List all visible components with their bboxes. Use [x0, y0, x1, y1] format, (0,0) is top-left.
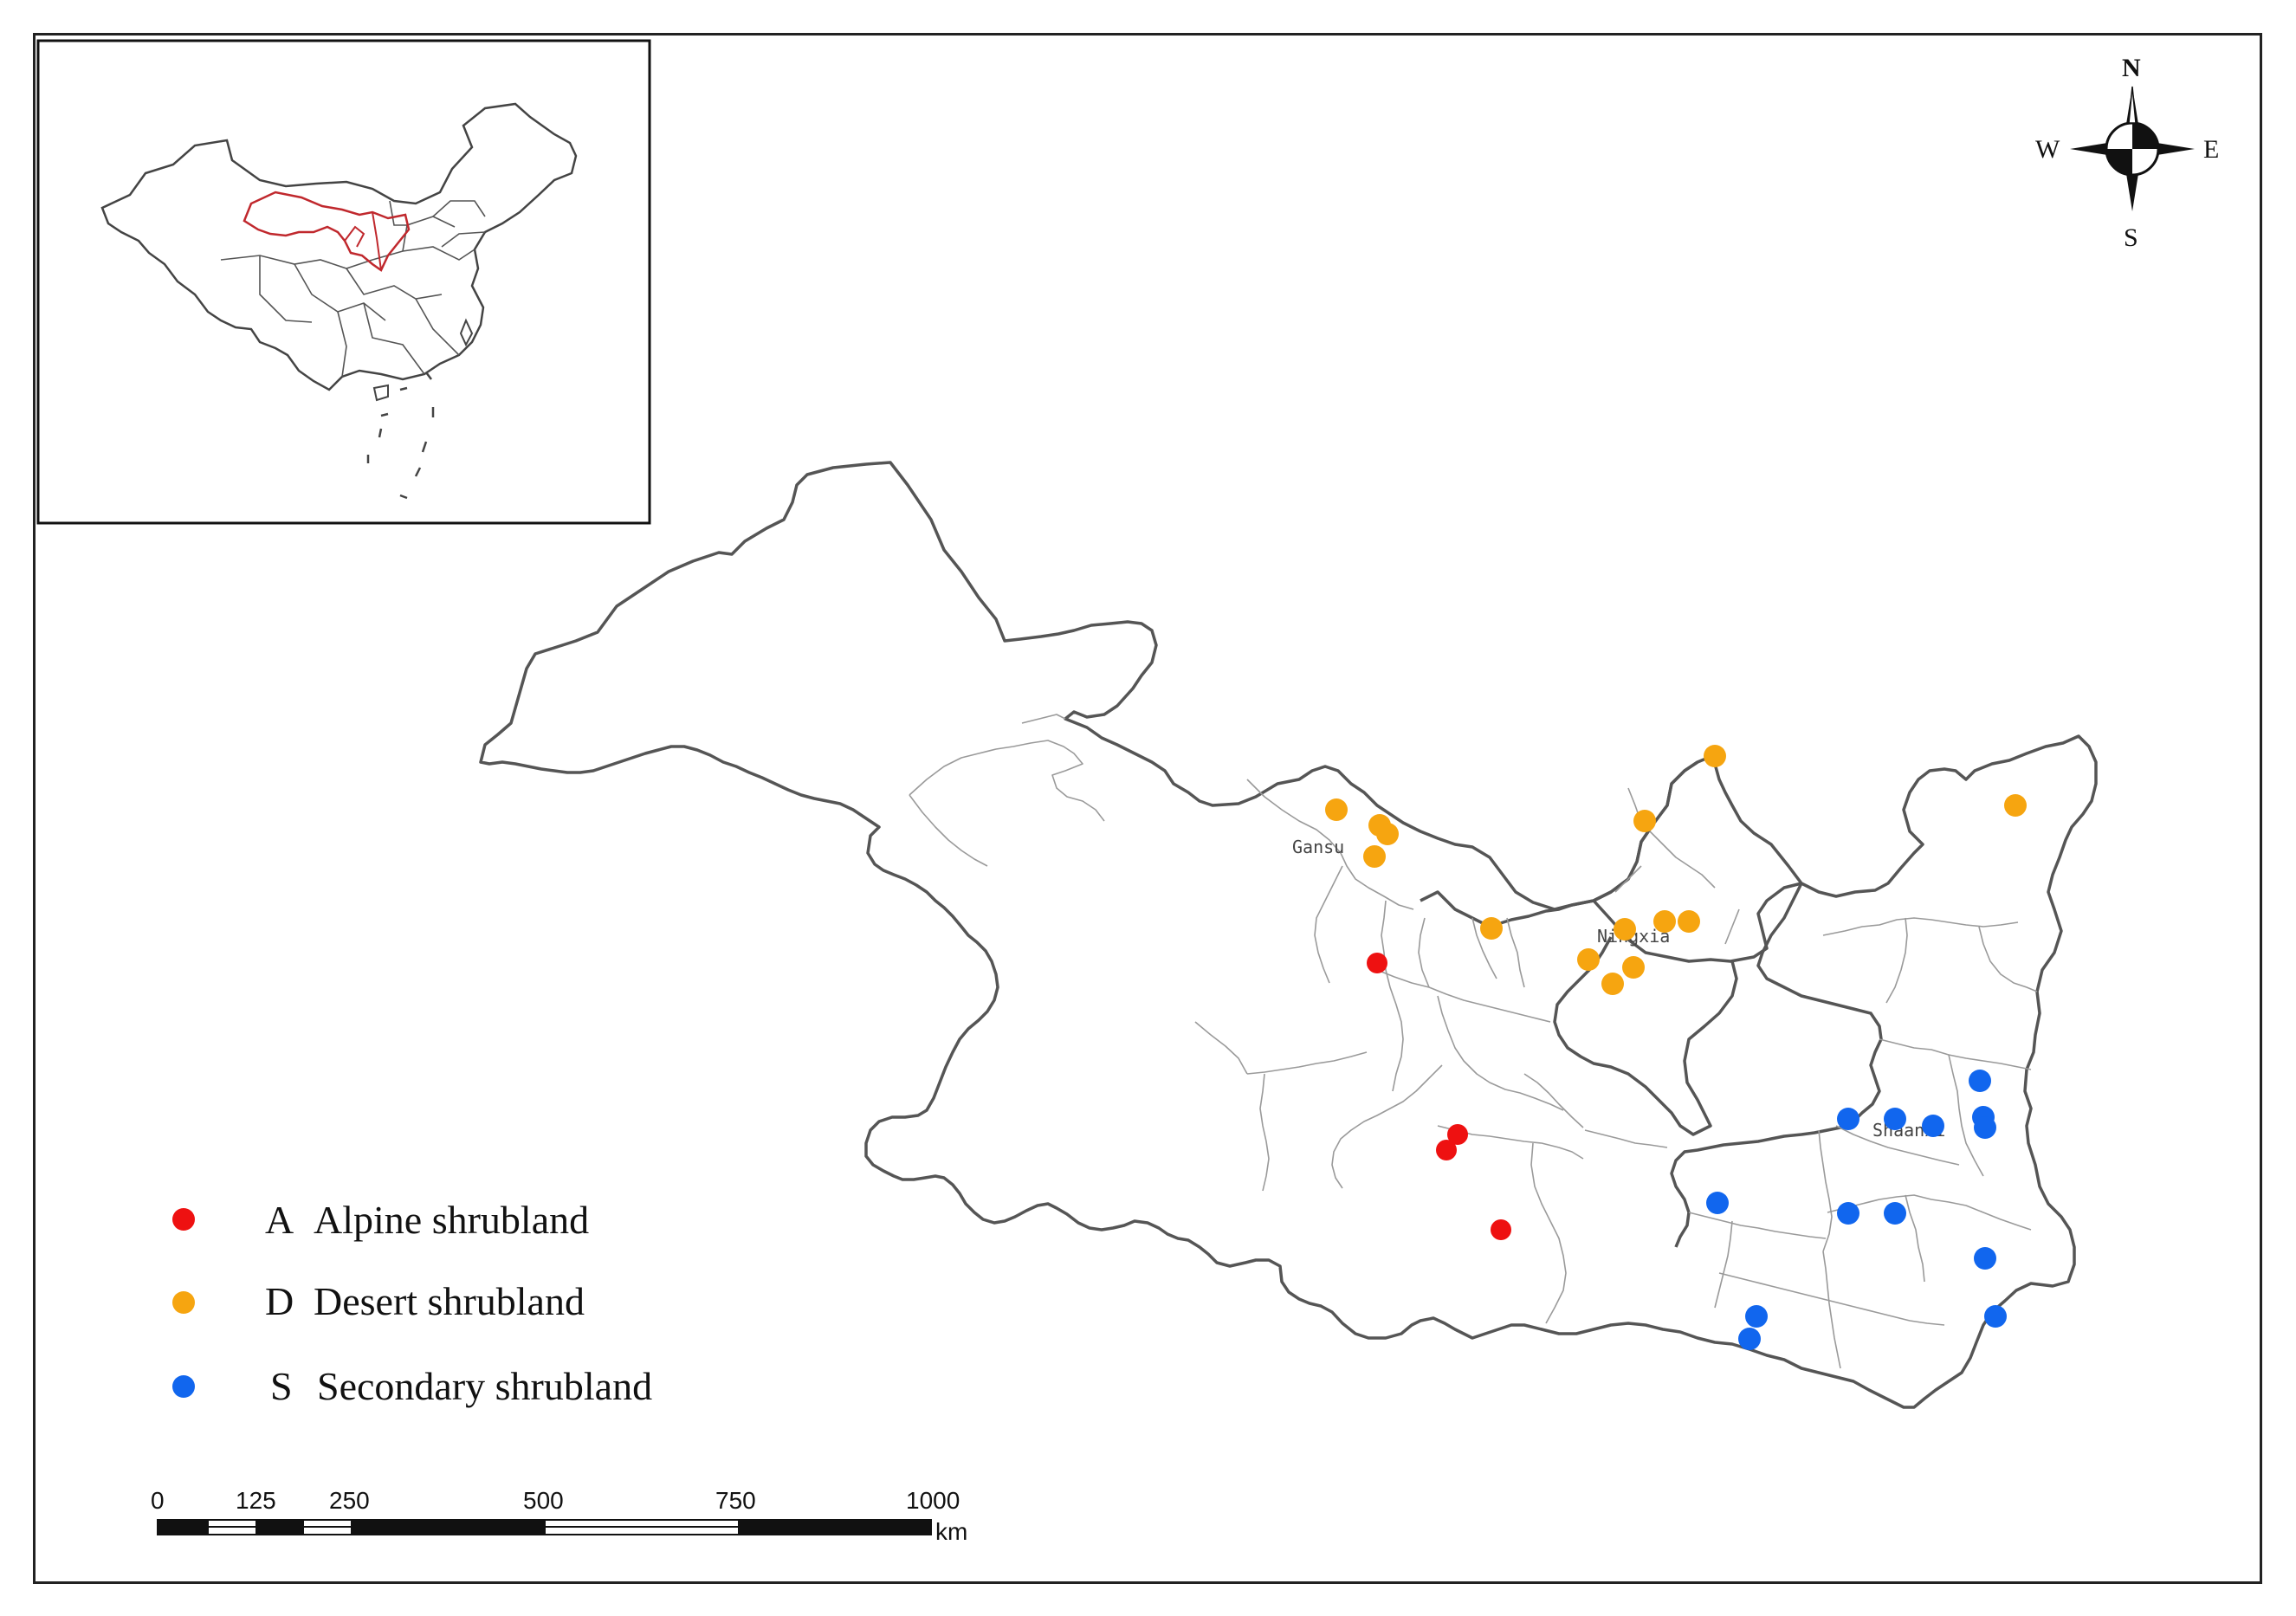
desert-shrubland-point [1653, 910, 1676, 933]
desert-shrubland-point [1622, 956, 1645, 979]
secondary-shrubland-point [1745, 1305, 1768, 1328]
label-gansu: Gansu [1292, 837, 1344, 857]
sample-points [1325, 745, 2027, 1350]
inset-study-area [243, 191, 411, 272]
desert-shrubland-point [1376, 823, 1399, 845]
secondary-shrubland-point [1974, 1116, 1996, 1139]
legend-code-secondary: S [270, 1364, 293, 1408]
secondary-shrubland-point [1884, 1202, 1906, 1225]
inset-shaanxi [372, 211, 382, 271]
scale-tick-0: 0 [151, 1487, 165, 1514]
legend-label-desert: Desert shrubland [314, 1279, 585, 1323]
secondary-shrubland-point [1706, 1192, 1729, 1214]
alpine-shrubland-point [1436, 1140, 1457, 1160]
legend-swatch-alpine [172, 1208, 195, 1231]
secondary-shrubland-point [1922, 1115, 1944, 1137]
desert-shrubland-point [1704, 745, 1726, 767]
legend-label-alpine: Alpine shrubland [314, 1198, 589, 1242]
alpine-shrubland-point [1447, 1124, 1468, 1145]
compass-quadrant [2132, 123, 2158, 149]
scale-tick-750: 750 [715, 1487, 756, 1514]
alpine-shrubland-point [1491, 1219, 1511, 1240]
secondary-shrubland-point [1738, 1328, 1761, 1350]
compass-e: E [2203, 135, 2219, 164]
inset-nine-dash-line [366, 372, 435, 500]
desert-shrubland-point [1577, 948, 1600, 971]
scale-unit: km [935, 1518, 967, 1545]
inset-map [36, 39, 651, 525]
scale-tick-125: 125 [236, 1487, 276, 1514]
legend-item-secondary: S Secondary shrubland [172, 1364, 652, 1408]
scale-tick-1000: 1000 [906, 1487, 960, 1514]
legend-code-desert: D [265, 1279, 294, 1323]
desert-shrubland-point [1325, 798, 1348, 821]
desert-shrubland-point [2004, 794, 2027, 817]
desert-shrubland-point [1363, 845, 1386, 868]
secondary-shrubland-point [1884, 1108, 1906, 1130]
secondary-shrubland-point [1984, 1305, 2007, 1328]
legend-code-alpine: A [265, 1198, 294, 1242]
desert-shrubland-point [1480, 917, 1503, 940]
legend-item-desert: D Desert shrubland [172, 1279, 585, 1323]
compass-needle [2128, 86, 2137, 124]
secondary-shrubland-point [1837, 1202, 1859, 1225]
scale-tick-500: 500 [523, 1487, 564, 1514]
legend-swatch-secondary [172, 1375, 195, 1398]
desert-shrubland-point [1614, 918, 1636, 941]
desert-shrubland-point [1633, 810, 1656, 832]
compass-n: N [2122, 54, 2141, 82]
legend: A Alpine shrubland D Desert shrubland S … [172, 1198, 652, 1408]
inset-ningxia [344, 225, 365, 248]
secondary-shrubland-point [1969, 1070, 1991, 1092]
legend-item-alpine: A Alpine shrubland [172, 1198, 589, 1242]
alpine-shrubland-point [1367, 953, 1387, 973]
compass-s: S [2124, 223, 2138, 252]
inset-taiwan [459, 318, 474, 347]
desert-shrubland-point [1601, 973, 1624, 995]
desert-shrubland-point [1678, 910, 1700, 933]
county-lines [909, 714, 2038, 1369]
inset-province-lines [220, 200, 486, 378]
legend-swatch-desert [172, 1291, 195, 1314]
compass-w: W [2035, 135, 2060, 164]
inset-hainan [372, 384, 389, 402]
secondary-shrubland-point [1837, 1108, 1859, 1130]
scale-bar: 0 125 250 500 750 1000 km [151, 1487, 967, 1545]
study-region: Gansu Ningxia Shaanxi [479, 461, 2098, 1409]
scale-tick-250: 250 [329, 1487, 370, 1514]
compass-rose: N S E W [2035, 54, 2219, 252]
compass-quadrant [2106, 149, 2132, 175]
legend-label-secondary: Secondary shrubland [317, 1364, 652, 1408]
secondary-shrubland-point [1974, 1247, 1996, 1270]
region-outline [479, 461, 2098, 1409]
